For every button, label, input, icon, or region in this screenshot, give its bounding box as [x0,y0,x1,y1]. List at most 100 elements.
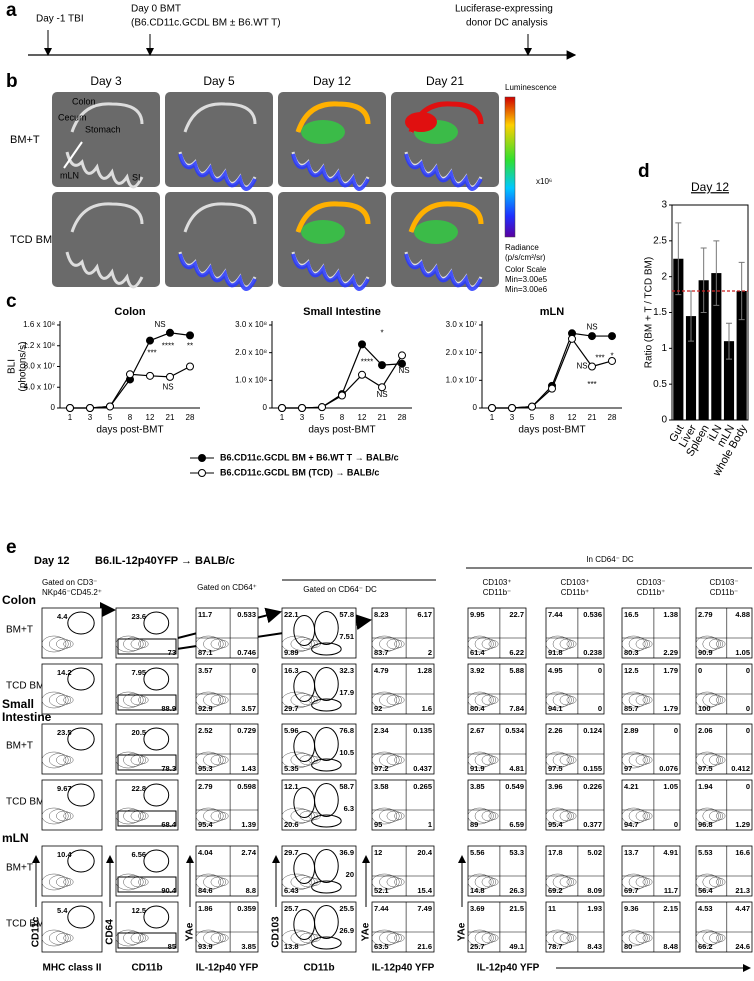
signal [178,253,257,291]
frequency: 7.51 [339,632,354,641]
frequency: 0 [252,666,256,675]
error-bar [675,222,682,296]
bar [723,341,735,420]
frequency: 3.57 [198,666,213,675]
signal [404,253,483,291]
frequency: 3.85 [241,942,256,951]
frequency: 15.4 [417,886,432,895]
frequency: 16.3 [284,666,299,675]
frequency: 49.1 [509,942,524,951]
frequency: 0 [746,704,750,713]
data-point [298,404,306,412]
data-point [358,370,366,379]
frequency: 95.4 [548,820,563,829]
frequency: 0.265 [413,782,432,791]
frequency: 97 [624,764,632,773]
contour [123,753,144,767]
frequency: 2.34 [374,726,389,735]
frequency: 1.93 [587,904,602,913]
contour [210,810,227,822]
color-scale: Luminescence x10⁶ Radiance (p/s/cm²/sr) … [504,83,557,294]
frequency: 5.4 [57,906,68,915]
data-point [146,336,154,345]
contour [559,754,575,766]
contour [218,934,229,942]
contour [628,875,648,889]
x-axis-label: IL-12p40 YFP [477,963,540,974]
frequency: 4.04 [198,848,213,857]
data-point [588,332,596,341]
frequency: 8.8 [246,886,256,895]
frequency: 94.7 [624,820,639,829]
gate [143,727,170,751]
frequency: 0.124 [583,726,603,735]
contour [559,932,575,944]
significance: **** [361,357,373,366]
contour [138,696,149,704]
signal [178,153,257,191]
contour [281,691,312,709]
event: (B6.CD11c.GCDL BM ± B6.WT T) [131,18,281,29]
gut-outline [65,202,144,289]
contour [138,812,149,820]
contour [559,638,575,650]
frequency: 2.89 [624,726,639,735]
frequency: 4.91 [663,848,678,857]
frequency: 2.52 [198,726,213,735]
frequency: 9.95 [470,610,485,619]
y-tick-label: 8.0 x 10⁷ [24,362,55,371]
contour [41,807,67,825]
signal [301,220,345,244]
contour [63,934,74,942]
contour [474,931,494,945]
contour [628,809,648,823]
contour [379,931,400,945]
contour [218,812,229,820]
gate [314,905,339,939]
frequency: 61.4 [470,648,485,657]
frequency: 5.35 [284,764,299,773]
frequency: 21.3 [735,886,750,895]
contour [635,754,651,766]
frequency: 3.58 [374,782,389,791]
significance: NS [586,323,597,332]
contour [702,875,721,889]
x-tick-label: 21 [378,413,387,422]
group-label: TCD BM [6,919,44,930]
frequency: 9.36 [624,904,639,913]
frequency: 1.86 [198,904,213,913]
x-tick-label: 8 [340,413,345,422]
flow-plot [371,901,435,953]
contour [371,691,398,709]
contour [552,753,572,767]
contour [642,878,653,886]
y-tick-label: 1.2 x 10⁸ [23,341,55,350]
flow-plot [621,607,681,659]
gate [311,936,342,950]
gut-outline [65,102,144,189]
contour [642,812,653,820]
contour [702,637,721,651]
flow-plot [621,901,681,953]
frequency: 21.5 [509,904,524,913]
contour [642,756,653,764]
frequency: 0.533 [237,610,256,619]
frequency: 56.4 [698,886,713,895]
flow-plot [695,779,753,831]
day-label: Day 21 [426,74,464,88]
signal [295,101,371,133]
contour [474,753,494,767]
frequency: 2.79 [198,782,213,791]
frequency: 88.9 [161,704,176,713]
signal [295,201,371,233]
frequency: 1.05 [663,782,678,791]
panel-label: c [6,291,17,312]
frequency: 5.02 [587,848,602,857]
contour [702,693,721,707]
frequency: 93.9 [198,942,213,951]
gate [314,611,339,645]
organ-arrow [63,141,83,169]
x-axis-label: CD11b [131,963,162,974]
contour [203,875,224,889]
